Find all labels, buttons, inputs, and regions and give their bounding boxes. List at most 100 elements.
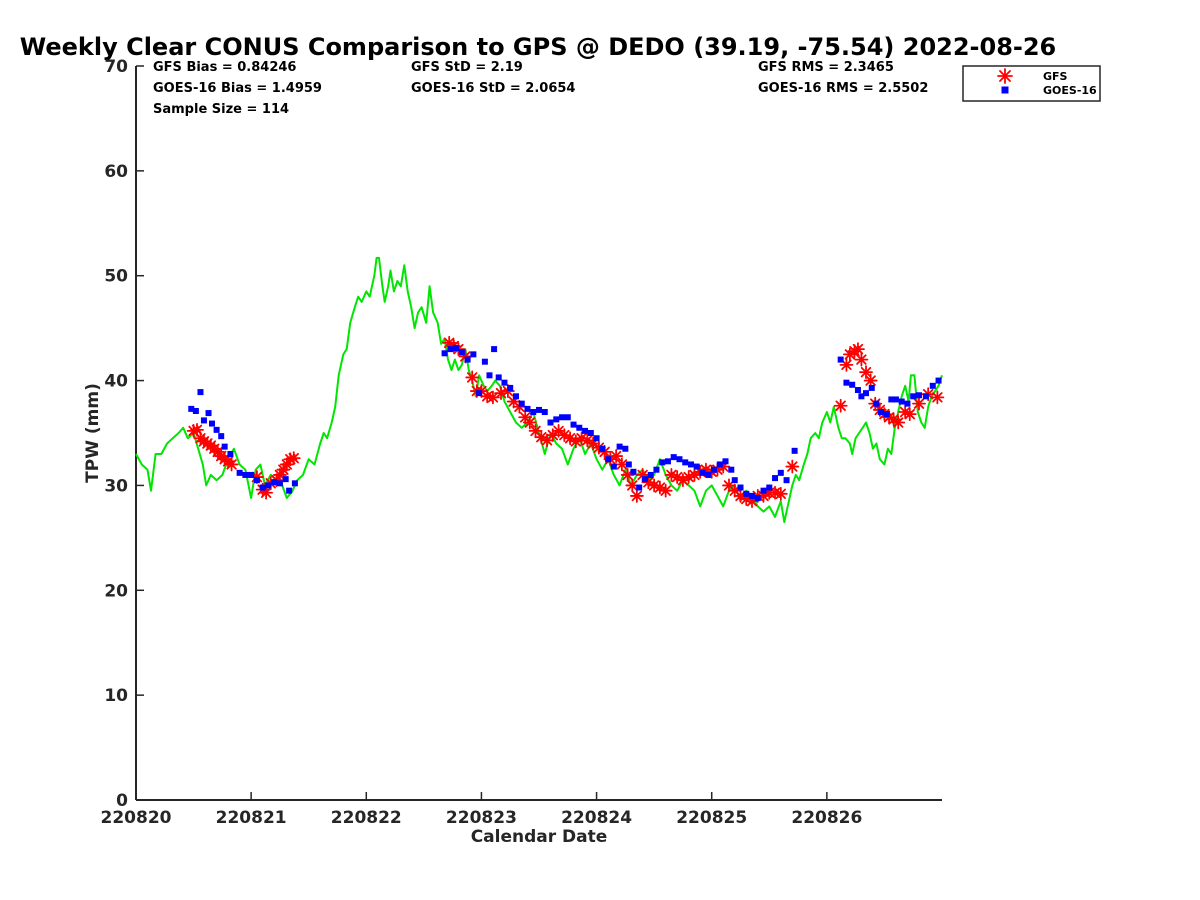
goes16-point bbox=[630, 468, 637, 475]
goes16-point bbox=[772, 475, 779, 482]
goes16-point bbox=[843, 379, 850, 386]
goes16-point bbox=[253, 477, 260, 484]
goes16-point bbox=[873, 400, 880, 407]
goes16-point bbox=[291, 480, 298, 487]
legend-goes16-square bbox=[1001, 86, 1009, 94]
goes16-point bbox=[699, 469, 706, 476]
goes16-point bbox=[208, 420, 215, 427]
legend-goes-marker bbox=[1001, 86, 1009, 94]
goes16-point bbox=[265, 482, 272, 489]
goes16-point bbox=[863, 390, 870, 397]
x-tick-label: 220822 bbox=[331, 808, 402, 828]
goes16-point bbox=[205, 410, 212, 417]
y-tick-label: 70 bbox=[104, 57, 128, 77]
gfs-point bbox=[833, 398, 848, 413]
gfs-point bbox=[286, 451, 301, 466]
goes16-point bbox=[910, 393, 917, 400]
gfs-point bbox=[930, 390, 945, 405]
goes16-point bbox=[854, 387, 861, 394]
goes16-point bbox=[659, 459, 666, 466]
goes16-point bbox=[693, 463, 700, 470]
goes16-point bbox=[760, 487, 767, 494]
goes16-point bbox=[458, 349, 465, 356]
goes16-point bbox=[664, 458, 671, 465]
goes16-point bbox=[464, 356, 471, 363]
goes16-point bbox=[197, 389, 204, 396]
gfs-point bbox=[902, 407, 917, 422]
goes16-point bbox=[576, 424, 583, 431]
goes16-point bbox=[622, 445, 629, 452]
goes16-point bbox=[915, 392, 922, 399]
y-tick-label: 40 bbox=[104, 372, 128, 392]
goes16-point bbox=[213, 426, 220, 433]
goes16-point bbox=[868, 384, 875, 391]
goes16-point bbox=[777, 469, 784, 476]
goes16-point bbox=[754, 495, 761, 502]
gfs-point bbox=[851, 342, 865, 357]
goes16-point bbox=[783, 477, 790, 484]
goes16-point bbox=[564, 414, 571, 421]
goes16-point bbox=[547, 419, 554, 426]
goes16-point bbox=[582, 427, 589, 434]
goes16-point bbox=[536, 406, 542, 413]
gfs-point bbox=[522, 415, 537, 430]
goes16-point bbox=[495, 374, 502, 381]
goes16-point bbox=[929, 382, 936, 389]
goes-bias-text: GOES-16 Bias = 1.4959 bbox=[153, 81, 322, 96]
goes16-series bbox=[188, 345, 942, 502]
legend-box bbox=[962, 65, 1101, 102]
y-tick-label: 50 bbox=[104, 267, 128, 287]
goes16-point bbox=[192, 407, 199, 414]
gfs-rms-text: GFS RMS = 2.3465 bbox=[758, 60, 894, 75]
goes16-point bbox=[512, 393, 519, 400]
goes16-point bbox=[616, 443, 623, 450]
goes16-point bbox=[705, 471, 712, 478]
gfs-point bbox=[912, 396, 926, 411]
goes16-point bbox=[837, 356, 844, 363]
x-axis-label: Calendar Date bbox=[471, 827, 608, 847]
gfs-point bbox=[224, 457, 239, 472]
goes16-point bbox=[749, 492, 756, 499]
goes16-point bbox=[188, 405, 195, 412]
goes16-point bbox=[559, 414, 566, 421]
y-axis-label: TPW (mm) bbox=[83, 383, 103, 483]
goes16-point bbox=[610, 463, 617, 470]
goes16-point bbox=[524, 405, 531, 412]
gfs-std-text: GFS StD = 2.19 bbox=[411, 60, 523, 75]
goes16-point bbox=[200, 417, 207, 424]
gfs-point bbox=[465, 370, 480, 385]
goes16-point bbox=[722, 458, 729, 465]
x-tick-label: 220824 bbox=[561, 808, 632, 828]
goes16-point bbox=[877, 409, 884, 416]
gfs-point bbox=[609, 449, 624, 463]
goes16-point bbox=[687, 461, 694, 468]
goes16-point bbox=[227, 450, 234, 457]
goes16-point bbox=[636, 484, 643, 491]
goes16-point bbox=[507, 384, 514, 391]
gfs-point bbox=[540, 433, 554, 448]
y-tick-label: 20 bbox=[104, 581, 128, 601]
gfs-point bbox=[891, 415, 906, 430]
goes16-point bbox=[236, 469, 243, 476]
goes16-point bbox=[716, 461, 723, 468]
goes16-point bbox=[553, 416, 560, 423]
y-tick-label: 30 bbox=[104, 476, 128, 496]
chart-title: Weekly Clear CONUS Comparison to GPS @ D… bbox=[20, 33, 1057, 61]
goes16-point bbox=[676, 456, 683, 463]
goes16-point bbox=[486, 372, 493, 379]
legend-gfs-marker bbox=[997, 68, 1013, 84]
gfs-bias-text: GFS Bias = 0.84246 bbox=[153, 60, 296, 75]
goes16-point bbox=[605, 456, 612, 463]
goes16-point bbox=[570, 421, 577, 428]
goes16-point bbox=[653, 466, 660, 473]
goes16-point bbox=[271, 479, 278, 486]
goes16-point bbox=[491, 346, 498, 353]
gfs-point bbox=[629, 489, 644, 503]
goes16-point bbox=[791, 447, 798, 454]
series-layer bbox=[135, 256, 945, 524]
goes16-point bbox=[766, 484, 773, 491]
goes16-point bbox=[441, 350, 448, 357]
goes16-point bbox=[625, 461, 632, 468]
goes16-point bbox=[242, 471, 249, 478]
goes16-point bbox=[883, 411, 890, 418]
